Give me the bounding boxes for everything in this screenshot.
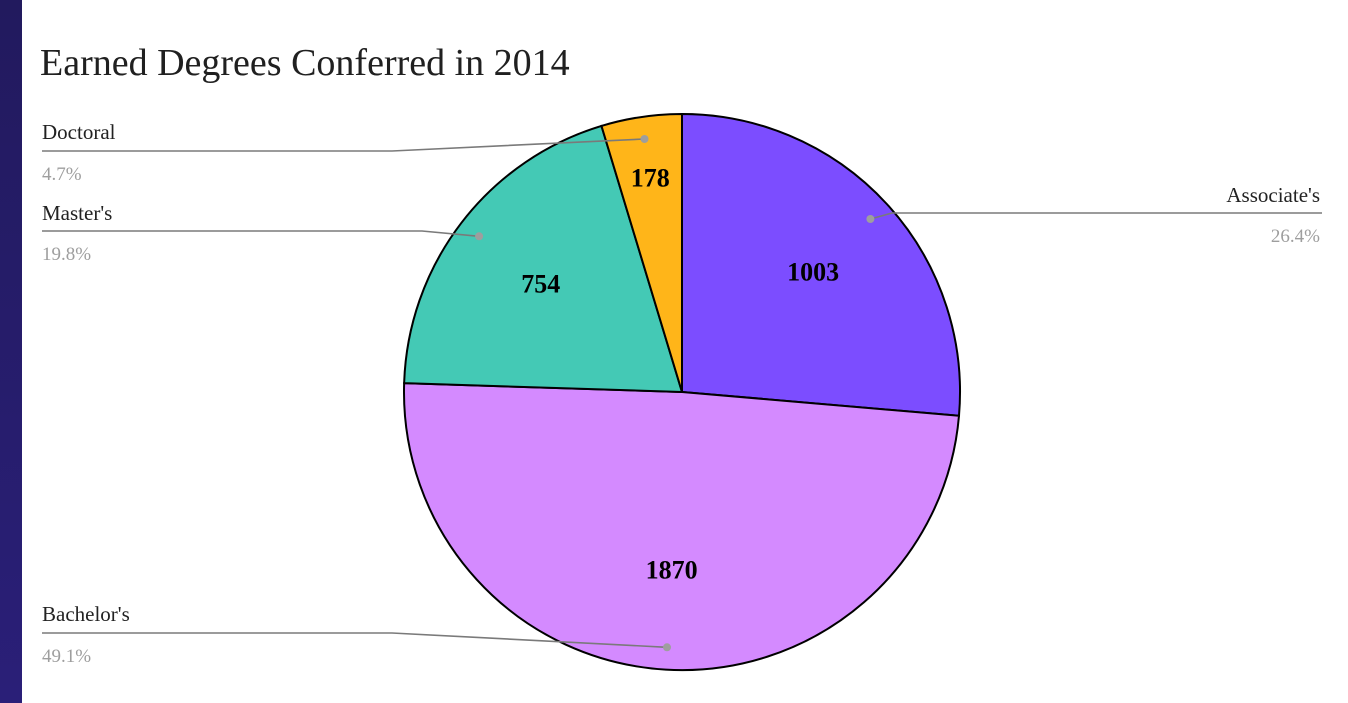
pie-slice-bachelor-s <box>403 382 961 672</box>
chart-title: Earned Degrees Conferred in 2014 <box>40 42 570 84</box>
category-label-doctoral: Doctoral <box>42 120 116 144</box>
leader-dot-associate-s <box>866 215 875 223</box>
pie-chart: 1003 Associate's 26.4% 1870 Bachelor's 49.1% 7… <box>42 112 1322 672</box>
category-label-associate-s: Associate's <box>1226 183 1320 207</box>
category-label-bachelor-s: Bachelor's <box>42 602 130 626</box>
chart-slide: Earned Degrees Conferred in 2014 1003 Ass… <box>22 0 1348 703</box>
percent-label-bachelor-s: 49.1% <box>42 646 91 667</box>
leader-dot-doctoral <box>640 135 649 143</box>
value-label-associate-s: 1003 <box>787 258 839 287</box>
leader-dot-master-s <box>475 232 484 241</box>
value-label-master-s: 754 <box>521 270 560 299</box>
category-label-master-s: Master's <box>42 201 112 225</box>
percent-label-master-s: 19.8% <box>42 244 91 265</box>
leader-dot-bachelor-s <box>663 643 671 652</box>
percent-label-doctoral: 4.7% <box>42 164 82 185</box>
leader-line-bachelor-s <box>42 632 668 649</box>
pie-slice-doctoral <box>600 112 683 393</box>
leader-line-master-s <box>42 230 480 238</box>
leader-line-associate-s <box>870 212 1322 220</box>
slide-edge <box>0 0 22 703</box>
leader-line-doctoral <box>42 138 645 152</box>
value-label-doctoral: 178 <box>631 164 670 193</box>
pie-slice-master-s <box>403 124 684 394</box>
value-label-bachelor-s: 1870 <box>646 556 698 585</box>
pie-slice-associate-s <box>681 112 961 417</box>
percent-label-associate-s: 26.4% <box>1271 226 1320 247</box>
